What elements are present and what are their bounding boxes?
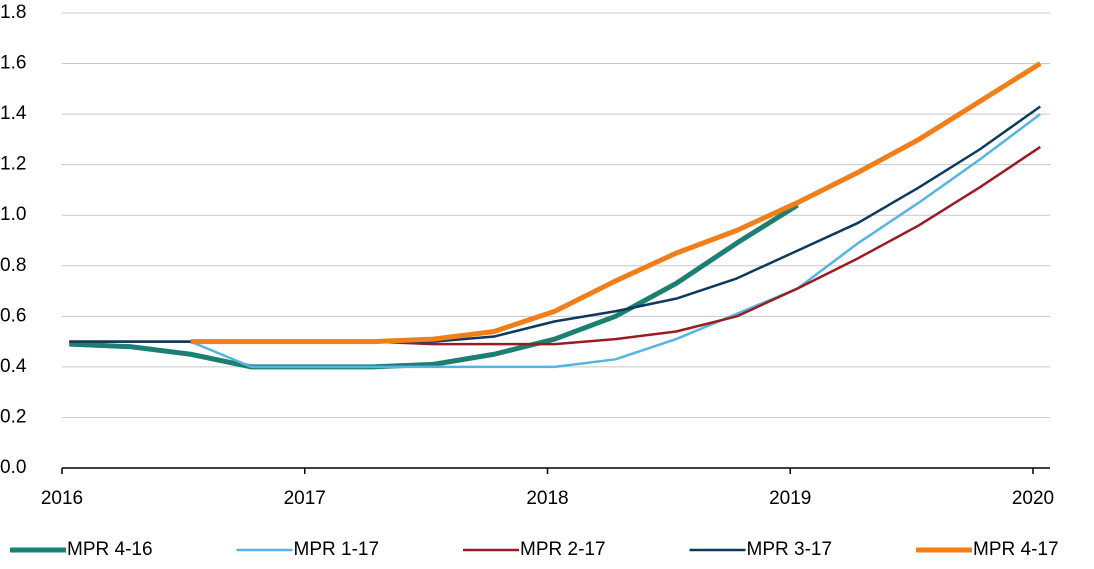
x-tick-label: 2017 — [284, 488, 326, 509]
y-tick-label: 1.4 — [0, 103, 27, 124]
legend-label: MPR 3-17 — [747, 539, 833, 560]
series-line — [69, 105, 1042, 343]
y-tick-label: 1.8 — [0, 2, 26, 23]
legend-label: MPR 4-16 — [67, 539, 153, 560]
series-line — [69, 113, 1042, 369]
y-tick-label: 0.4 — [0, 356, 27, 377]
x-tick-label: 2019 — [769, 488, 811, 509]
y-tick-label: 1.0 — [0, 204, 26, 225]
series-line — [69, 202, 799, 370]
legend-label: MPR 4-17 — [973, 539, 1059, 560]
y-tick-label: 1.6 — [0, 53, 26, 74]
y-tick-label: 0.8 — [0, 255, 26, 276]
series-line — [69, 145, 1041, 346]
y-tick-label: 0.6 — [0, 305, 26, 326]
legend-label: MPR 1-17 — [294, 539, 380, 560]
x-tick-label: 2018 — [526, 488, 568, 509]
legend-label: MPR 2-17 — [520, 539, 606, 560]
x-tick-label: 2020 — [1012, 488, 1054, 509]
y-tick-label: 0.2 — [0, 406, 26, 427]
series-line — [190, 61, 1042, 345]
x-tick-label: 2016 — [41, 488, 83, 509]
y-tick-label: 1.2 — [0, 154, 26, 175]
y-tick-label: 0.0 — [0, 457, 26, 478]
